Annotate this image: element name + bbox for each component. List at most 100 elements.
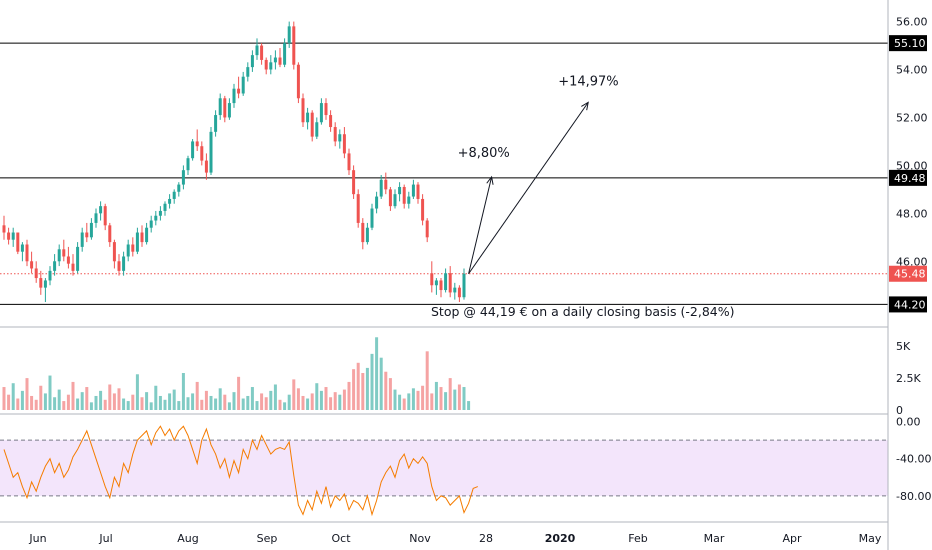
volume-bar bbox=[384, 371, 388, 410]
candle-body bbox=[375, 196, 379, 209]
candle-body bbox=[181, 170, 185, 185]
candle-body bbox=[352, 170, 356, 195]
volume-bar bbox=[168, 393, 172, 410]
candle bbox=[333, 122, 337, 147]
volume-bar bbox=[34, 399, 38, 410]
candle-body bbox=[186, 158, 190, 171]
candle-body bbox=[287, 26, 291, 44]
candle-body bbox=[25, 244, 29, 262]
annotation-arrow-head bbox=[486, 175, 494, 185]
candle bbox=[163, 201, 167, 216]
candle-body bbox=[402, 186, 406, 204]
volume-bar bbox=[163, 399, 167, 410]
candle bbox=[361, 218, 365, 250]
time-tick-label: Jun bbox=[28, 532, 46, 545]
price-tick-label: 56.00 bbox=[896, 16, 928, 29]
candle-body bbox=[39, 278, 43, 288]
volume-bar bbox=[379, 357, 383, 410]
volume-bar bbox=[352, 369, 356, 410]
candle bbox=[209, 127, 213, 175]
candle bbox=[204, 153, 208, 180]
candle-body bbox=[158, 210, 162, 216]
candle bbox=[145, 222, 149, 245]
candle-body bbox=[301, 98, 305, 123]
candle bbox=[223, 95, 227, 123]
candle bbox=[342, 127, 346, 159]
volume-bar bbox=[416, 390, 420, 410]
candle-body bbox=[260, 45, 264, 60]
volume-bar bbox=[361, 373, 365, 410]
volume-bar bbox=[388, 378, 392, 410]
candle-body bbox=[393, 194, 397, 207]
candle bbox=[457, 285, 461, 303]
candle bbox=[250, 50, 254, 72]
volume-bar bbox=[177, 401, 181, 410]
price-tick-label: 46.00 bbox=[896, 255, 928, 268]
candle bbox=[379, 174, 383, 199]
volume-bar bbox=[393, 389, 397, 410]
candle-body bbox=[457, 287, 461, 298]
last-price-label-box bbox=[889, 265, 927, 282]
volume-bar bbox=[112, 393, 116, 410]
candle-body bbox=[356, 194, 360, 223]
candle bbox=[260, 43, 264, 65]
candle bbox=[57, 244, 61, 267]
candle bbox=[306, 107, 310, 130]
candle bbox=[2, 215, 6, 240]
volume-bar bbox=[25, 378, 29, 410]
candle bbox=[218, 93, 222, 120]
candle-body bbox=[264, 59, 268, 70]
volume-bar bbox=[296, 388, 300, 410]
candle bbox=[278, 47, 282, 68]
candle bbox=[108, 222, 112, 247]
volume-bar bbox=[126, 401, 130, 410]
candle-body bbox=[149, 220, 153, 228]
time-tick-label: Mar bbox=[704, 532, 725, 545]
candle-body bbox=[250, 55, 254, 68]
candle-body bbox=[163, 203, 167, 211]
candle-body bbox=[172, 191, 176, 199]
candle-body bbox=[384, 179, 388, 190]
candle-body bbox=[177, 184, 181, 192]
candle-body bbox=[227, 103, 231, 118]
candle-body bbox=[453, 287, 457, 293]
candle bbox=[398, 182, 402, 202]
volume-bar bbox=[457, 384, 461, 410]
time-tick-label: Apr bbox=[782, 532, 802, 545]
volume-bar bbox=[57, 389, 61, 410]
annotations: +8,80% +14,97% Stop @ 44,19 € on a daily… bbox=[431, 74, 735, 319]
candle-body bbox=[218, 98, 222, 116]
candle bbox=[126, 239, 130, 262]
candle-body bbox=[347, 153, 351, 171]
volume-bar bbox=[218, 388, 222, 410]
volume-bar bbox=[241, 398, 245, 410]
candle-body bbox=[246, 67, 250, 77]
candle-body bbox=[329, 115, 333, 128]
level-label-box bbox=[889, 296, 927, 313]
candle-body bbox=[342, 134, 346, 154]
volume-bar bbox=[430, 393, 434, 410]
candle-body bbox=[66, 256, 70, 264]
candle-body bbox=[200, 146, 204, 161]
candle bbox=[393, 189, 397, 209]
candle bbox=[402, 184, 406, 209]
candle bbox=[301, 93, 305, 128]
candle-body bbox=[365, 227, 369, 243]
rsi-line bbox=[3, 425, 478, 517]
candle-body bbox=[388, 189, 392, 207]
rsi-panel bbox=[0, 425, 888, 517]
candle-body bbox=[273, 57, 277, 63]
volume-bar bbox=[145, 392, 149, 410]
volume-bar bbox=[342, 389, 346, 410]
volume-bar bbox=[76, 398, 80, 410]
candle-body bbox=[48, 270, 52, 281]
candle-body bbox=[204, 160, 208, 173]
candle bbox=[439, 278, 443, 298]
candle bbox=[232, 83, 236, 108]
candle bbox=[430, 261, 434, 293]
volume-bar bbox=[204, 390, 208, 410]
candle bbox=[356, 189, 360, 228]
volume-bar bbox=[186, 397, 190, 410]
volume-panel bbox=[2, 337, 471, 410]
